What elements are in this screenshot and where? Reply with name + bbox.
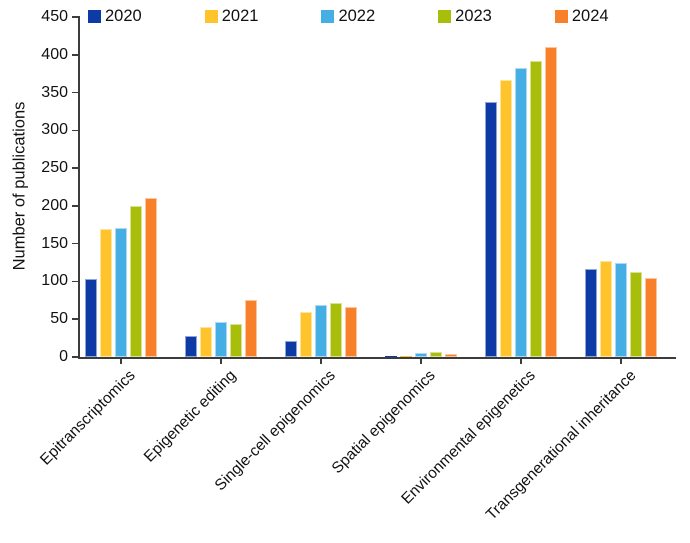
bar-2023-epigenetic-editing [229,323,243,357]
y-tick-label-350: 350 [41,83,68,101]
y-tick-label-300: 300 [41,121,68,139]
legend-swatch-2020 [88,10,101,23]
x-tick-environmental-epigenetics [520,358,522,364]
y-tick-450 [72,16,78,18]
bar-2022-environmental-epigenetics [514,68,528,357]
bar-2020-single-cell-epigenomics [284,341,298,357]
x-tick-single-cell-epigenomics [320,358,322,364]
legend-item-2021: 2021 [204,7,259,26]
y-tick-label-50: 50 [50,310,68,328]
legend-label: 2022 [338,7,376,25]
y-tick-400 [72,53,78,56]
y-tick-label-100: 100 [41,272,68,290]
y-tick-label-250: 250 [41,159,68,177]
y-tick-label-0: 0 [59,348,68,365]
y-tick-50 [72,318,78,321]
chart-legend: 2020 2021 2022 2023 2024 [88,7,609,26]
bar-2024-single-cell-epigenomics [344,307,358,357]
bar-2024-spatial-epigenomics [444,353,458,357]
y-axis-line [78,16,80,358]
y-tick-label-450: 450 [41,8,68,25]
x-axis-label-epigenetic-editing: Epigenetic editing [140,367,240,466]
x-tick-transgenerational-inheritance [620,358,622,364]
bar-2024-transgenerational-inheritance [644,278,658,357]
bar-2024-epigenetic-editing [244,299,258,357]
legend-item-2023: 2023 [438,7,492,26]
bar-2022-transgenerational-inheritance [614,263,628,357]
bar-2020-epigenetic-editing [184,335,198,357]
legend-swatch-2024 [554,10,568,23]
bar-2024-epitranscriptomics [144,198,158,357]
legend-label: 2020 [105,7,142,25]
bar-2024-environmental-epigenetics [544,47,558,357]
bar-2023-epitranscriptomics [129,205,143,357]
x-tick-spatial-epigenomics [420,358,422,364]
bar-2022-single-cell-epigenomics [314,304,328,357]
bar-2021-spatial-epigenomics [399,356,413,357]
y-tick-label-200: 200 [41,196,68,214]
x-tick-epigenetic-editing [220,358,222,364]
y-tick-label-150: 150 [41,234,68,252]
bar-2021-epitranscriptomics [99,228,113,357]
y-tick-150 [72,242,78,245]
x-axis-line [78,357,676,359]
bar-2020-epitranscriptomics [84,279,98,357]
legend-swatch-2023 [438,10,452,23]
bar-2020-transgenerational-inheritance [584,268,598,357]
x-axis-label-epitranscriptomics: Epitranscriptomics [37,367,140,469]
bar-2021-transgenerational-inheritance [599,261,613,357]
bar-2023-environmental-epigenetics [529,60,543,357]
bar-2021-environmental-epigenetics [499,79,513,357]
bar-2022-epitranscriptomics [114,227,128,357]
x-axis-label-spatial-epigenomics: Spatial epigenomics [328,367,440,478]
bar-2021-epigenetic-editing [199,326,213,357]
bar-2022-epigenetic-editing [214,322,228,357]
y-tick-350 [72,91,78,94]
bar-2022-spatial-epigenomics [414,353,428,357]
y-tick-0 [72,356,78,358]
legend-item-2024: 2024 [554,7,609,26]
legend-label: 2024 [571,7,609,25]
legend-item-2022: 2022 [321,7,375,26]
bar-2023-transgenerational-inheritance [629,271,643,357]
y-tick-label-400: 400 [41,45,68,63]
y-tick-200 [72,205,78,207]
bar-2023-single-cell-epigenomics [329,302,343,357]
legend-swatch-2022 [321,10,335,23]
y-tick-300 [72,129,78,132]
legend-item-2020: 2020 [88,7,142,26]
bar-2023-spatial-epigenomics [429,352,443,357]
legend-label: 2021 [221,7,259,25]
legend-label: 2023 [455,7,492,25]
y-tick-250 [72,167,78,169]
bar-2020-spatial-epigenomics [384,356,398,357]
legend-swatch-2021 [204,10,218,23]
x-tick-epitranscriptomics [120,358,122,364]
bar-2021-single-cell-epigenomics [299,311,313,357]
y-tick-100 [72,280,78,283]
bar-2020-environmental-epigenetics [484,101,498,357]
